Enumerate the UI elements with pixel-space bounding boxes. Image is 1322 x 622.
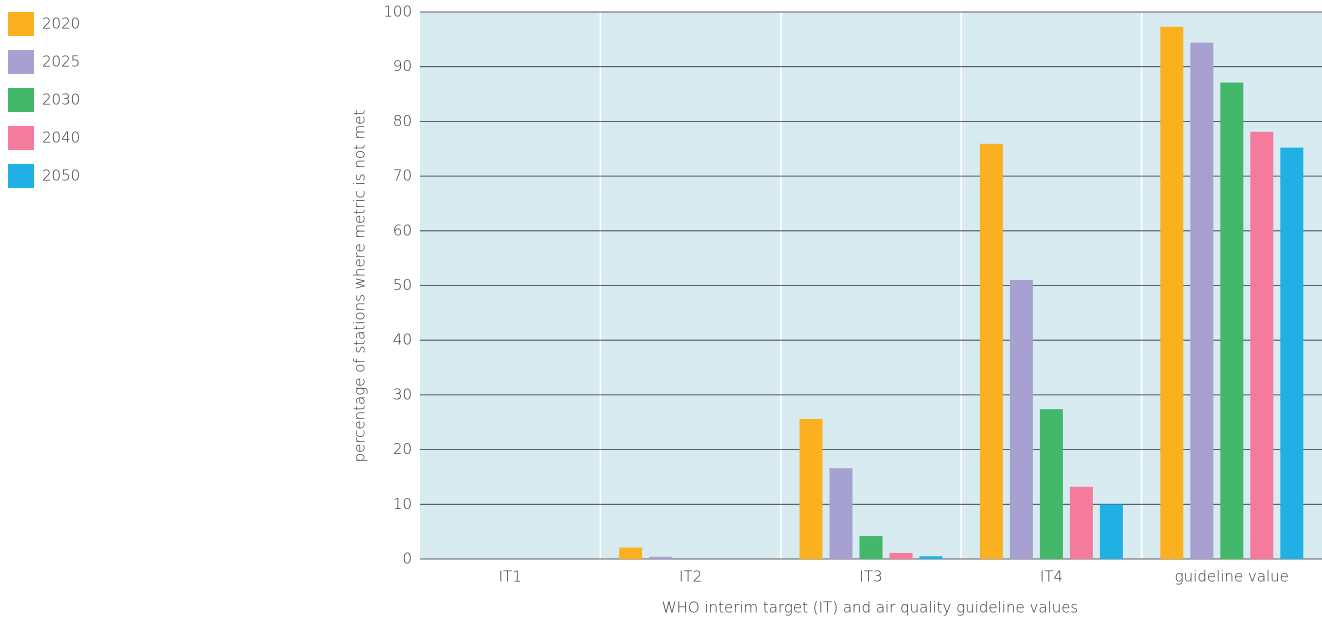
y-tick-label: 90 — [393, 57, 412, 75]
bar — [1099, 504, 1123, 559]
bar — [799, 418, 823, 559]
legend-label: 2040 — [42, 129, 80, 147]
y-tick-label: 100 — [383, 3, 412, 21]
bar — [1160, 26, 1184, 560]
bar — [619, 547, 643, 559]
y-tick-label: 20 — [393, 440, 412, 458]
bar — [919, 556, 943, 559]
x-axis-label: WHO interim target (IT) and air quality … — [662, 599, 1079, 617]
legend-swatch — [8, 12, 34, 36]
bar — [1009, 280, 1033, 559]
x-tick-label: IT3 — [859, 568, 882, 586]
legend-label: 2030 — [42, 91, 80, 109]
bar — [649, 556, 673, 559]
y-tick-label: 0 — [402, 550, 412, 568]
bar — [1250, 131, 1274, 559]
bar — [1039, 409, 1063, 559]
bar — [829, 468, 853, 559]
bar — [889, 552, 913, 559]
y-tick-label: 10 — [393, 495, 412, 513]
legend-label: 2025 — [42, 53, 80, 71]
y-tick-label: 70 — [393, 167, 412, 185]
legend-swatch — [8, 164, 34, 188]
bar — [979, 143, 1003, 559]
legend-swatch — [8, 126, 34, 150]
y-tick-label: 40 — [393, 331, 412, 349]
bar — [1280, 147, 1304, 559]
x-tick-label: IT1 — [499, 568, 522, 586]
y-tick-label: 30 — [393, 385, 412, 403]
bar — [1069, 486, 1093, 559]
legend-swatch — [8, 88, 34, 112]
bar — [859, 536, 883, 559]
legend-label: 2020 — [42, 15, 80, 33]
legend-label: 2050 — [42, 167, 80, 185]
y-tick-label: 60 — [393, 221, 412, 239]
x-tick-label: IT4 — [1040, 568, 1063, 586]
x-tick-label: IT2 — [679, 568, 702, 586]
y-tick-label: 50 — [393, 276, 412, 294]
x-tick-label: guideline value — [1175, 568, 1289, 586]
y-axis-label: percentage of stations where metric is n… — [351, 109, 369, 462]
bar — [1190, 42, 1214, 559]
bar — [1220, 82, 1244, 560]
legend-swatch — [8, 50, 34, 74]
y-tick-label: 80 — [393, 112, 412, 130]
